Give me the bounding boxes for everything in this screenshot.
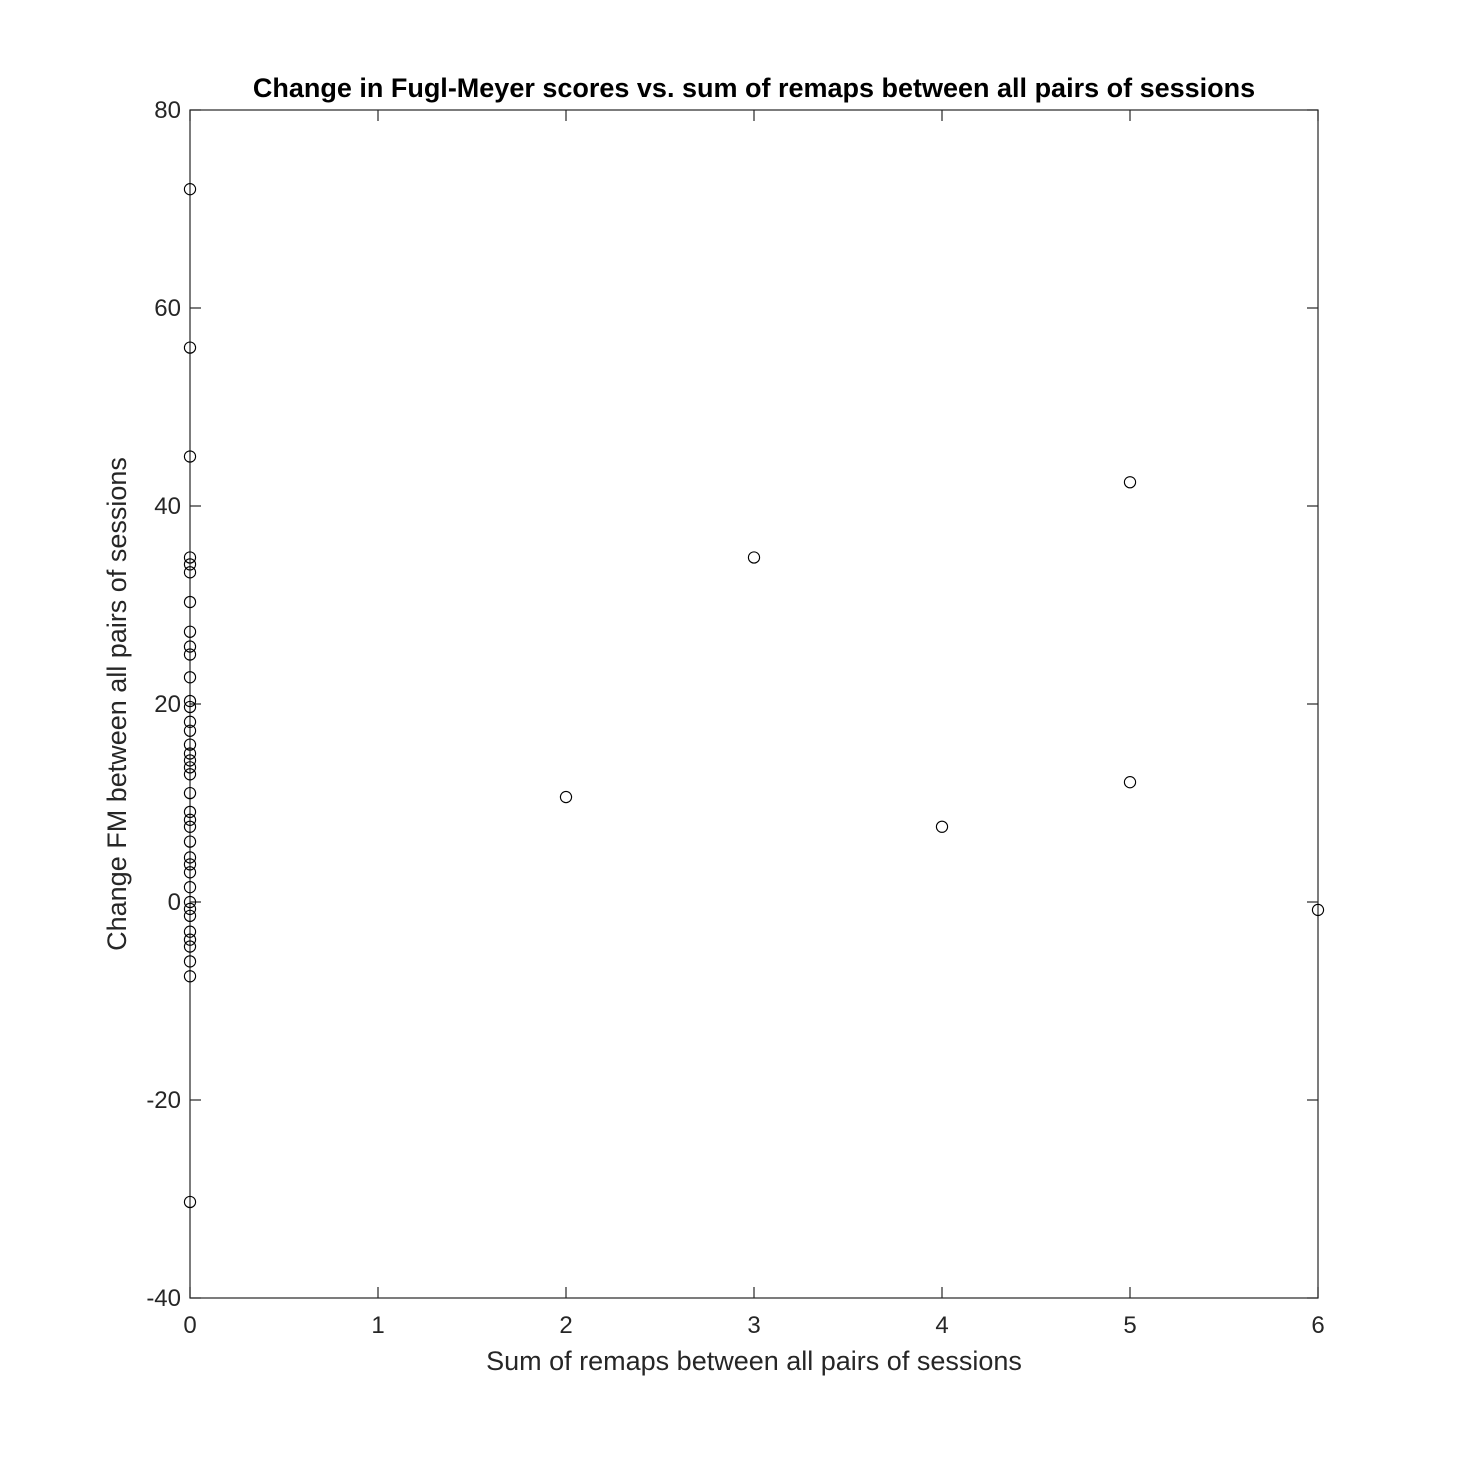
- y-tick-label: 0: [168, 889, 181, 916]
- x-tick-label: 2: [559, 1312, 572, 1339]
- x-tick-label: 3: [747, 1312, 760, 1339]
- data-point: [183, 754, 197, 767]
- y-tick-label: -20: [146, 1087, 181, 1114]
- y-tick-label: 80: [154, 97, 181, 124]
- data-point: [183, 820, 197, 833]
- data-point: [183, 700, 197, 714]
- x-axis-label: Sum of remaps between all pairs of sessi…: [486, 1346, 1022, 1376]
- data-point: [183, 183, 197, 196]
- axis-ticks: [189, 109, 1319, 1299]
- data-point: [183, 881, 197, 894]
- y-tick-label: 20: [154, 691, 181, 718]
- data-point: [183, 909, 197, 923]
- x-tick-label: 4: [935, 1312, 948, 1339]
- data-point: [183, 1195, 197, 1209]
- data-point: [183, 786, 197, 800]
- data-point: [183, 761, 197, 774]
- data-points: [183, 183, 1325, 1209]
- chart-title: Change in Fugl-Meyer scores vs. sum of r…: [253, 73, 1255, 103]
- data-point: [183, 694, 197, 708]
- y-tick-label: 60: [154, 295, 181, 322]
- x-tick-label: 1: [371, 1312, 384, 1339]
- data-point: [183, 648, 197, 661]
- data-point: [183, 895, 197, 909]
- x-tick-label: 6: [1311, 1312, 1324, 1339]
- y-axis-label: Change FM between all pairs of sessions: [102, 457, 132, 951]
- data-point: [183, 933, 197, 946]
- data-point: [183, 866, 197, 879]
- data-point: [183, 715, 197, 728]
- data-point: [183, 813, 197, 826]
- data-point: [183, 768, 197, 781]
- data-point: [183, 970, 197, 983]
- plot-area: [189, 109, 1319, 1299]
- data-point: [1123, 776, 1137, 789]
- data-point: [183, 835, 197, 848]
- data-point: [183, 625, 197, 638]
- data-point: [559, 790, 573, 804]
- data-point: [183, 341, 197, 354]
- data-point: [183, 450, 197, 463]
- x-tick-label: 5: [1123, 1312, 1136, 1339]
- data-point: [183, 558, 197, 571]
- data-point: [183, 851, 197, 864]
- data-point: [183, 805, 197, 819]
- y-tick-label: -40: [146, 1285, 181, 1312]
- data-point: [1311, 903, 1325, 917]
- data-point: [183, 747, 197, 760]
- y-tick-label: 40: [154, 493, 181, 520]
- data-point: [1123, 476, 1137, 489]
- axis-tick-labels: 0 1 2 3 4 5 6 -40 -20 0 20 40 60 80: [146, 97, 1324, 1339]
- data-point: [183, 738, 197, 751]
- x-tick-label: 0: [183, 1312, 196, 1339]
- data-point: [183, 724, 197, 737]
- data-point: [935, 820, 949, 833]
- data-point: [183, 940, 197, 953]
- data-point: [183, 640, 197, 653]
- data-point: [747, 551, 761, 564]
- data-point: [183, 902, 197, 916]
- data-point: [183, 955, 197, 968]
- data-point: [183, 566, 197, 579]
- data-point: [183, 595, 197, 609]
- data-point: [183, 858, 197, 871]
- data-point: [183, 671, 197, 684]
- data-point: [183, 551, 197, 564]
- data-point: [183, 925, 197, 938]
